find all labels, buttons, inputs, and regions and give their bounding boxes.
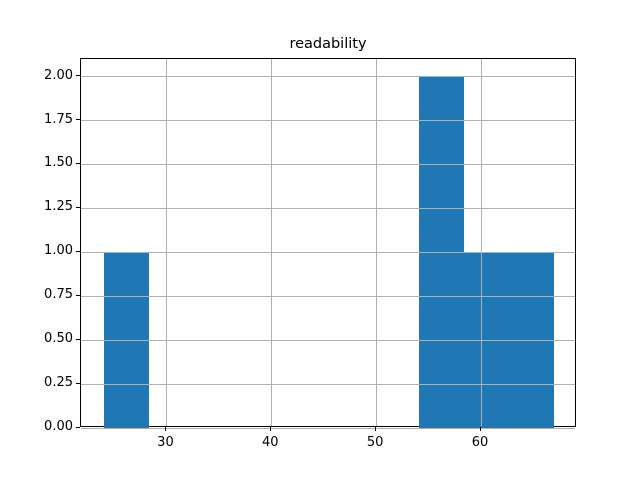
y-tick-label: 0.00 [44,419,73,434]
gridline-vertical [480,59,482,426]
y-tick-mark [76,250,80,252]
y-tick-label: 0.75 [44,287,73,303]
y-tick-mark [76,206,80,208]
gridline-horizontal [81,120,575,121]
y-tick-mark [76,119,80,120]
y-tick-mark [76,426,80,428]
gridline-horizontal [81,427,575,429]
gridline-vertical [165,59,167,426]
x-tick-mark [479,427,481,431]
grid-layer [81,59,575,429]
y-tick-mark [76,75,80,77]
gridline-horizontal [81,251,575,253]
x-tick-label: 50 [366,435,384,450]
y-tick-label: 0.25 [44,375,73,391]
gridline-vertical [375,59,377,426]
x-tick-label: 40 [262,435,279,450]
chart-title: readability [289,36,367,52]
y-tick-label: 1.25 [44,199,73,215]
x-tick-label: 60 [471,435,489,450]
y-tick-label: 1.00 [44,243,73,259]
gridline-horizontal [81,295,575,297]
gridline-horizontal [81,207,575,209]
gridline-horizontal [81,163,575,165]
axes-plot-area [80,58,576,429]
gridline-horizontal [81,383,575,385]
y-tick-mark [76,162,80,164]
y-tick-mark [76,294,80,296]
gridline-horizontal [81,76,575,78]
x-tick-label: 30 [157,435,174,450]
y-tick-mark [76,382,80,384]
y-tick-label: 1.50 [44,155,73,171]
y-tick-label: 2.00 [44,67,73,83]
y-tick-label: 0.50 [44,331,73,347]
x-tick-mark [164,427,166,431]
x-tick-mark [269,427,271,431]
y-tick-label: 1.75 [44,111,73,127]
gridline-vertical [270,59,272,426]
y-tick-mark [76,338,80,340]
gridline-horizontal [81,339,575,341]
x-tick-mark [374,427,376,431]
